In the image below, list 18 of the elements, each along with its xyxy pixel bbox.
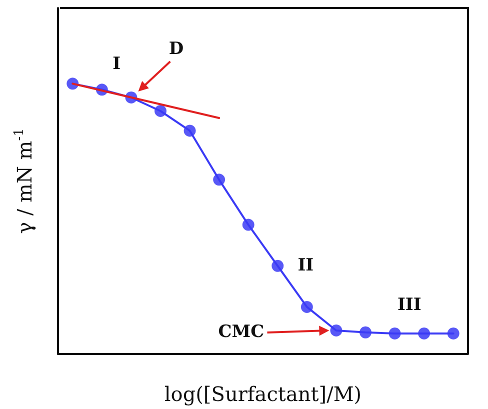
point [418,327,430,340]
point [272,260,284,272]
point [388,327,401,340]
point [330,324,342,336]
point [242,218,254,231]
text: I [112,54,121,74]
point [154,104,166,117]
point [213,174,226,186]
y-axis-title: γ / mN m-1 [12,128,36,234]
annotation: III [398,294,422,315]
point [360,326,372,338]
annotation: II [298,255,314,276]
x-axis-title: log([Surfactant]/M) [164,382,362,406]
point [447,327,460,340]
point [300,300,313,313]
text: D [168,38,184,59]
point [184,124,196,137]
annotation: CMC [218,322,264,342]
